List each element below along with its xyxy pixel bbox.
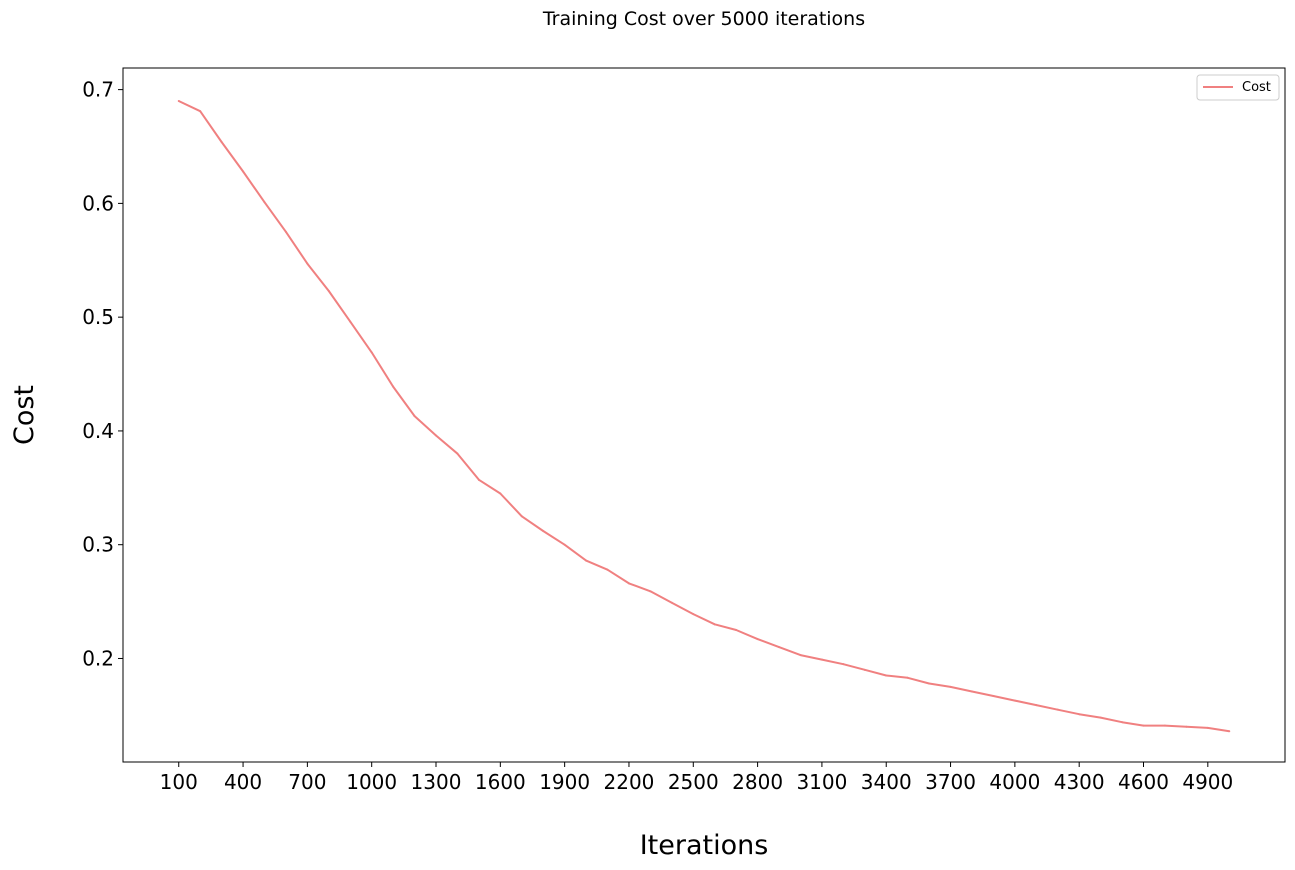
- cost-data-point: [1013, 699, 1016, 702]
- x-tick-label: 1300: [411, 770, 462, 794]
- cost-data-point: [177, 99, 180, 102]
- cost-data-point: [392, 385, 395, 388]
- cost-data-point: [627, 582, 630, 585]
- cost-series-points: [177, 99, 1231, 733]
- cost-data-point: [1056, 708, 1059, 711]
- cost-data-point: [735, 629, 738, 632]
- y-axis-ticks: 0.2 0.3 0.4 0.5 0.6 0.7: [82, 78, 123, 670]
- x-tick-label: 2800: [732, 770, 783, 794]
- cost-data-point: [756, 638, 759, 641]
- cost-data-point: [1206, 726, 1209, 729]
- y-tick-label: 0.7: [82, 78, 114, 102]
- cost-data-point: [585, 559, 588, 562]
- cost-data-point: [949, 685, 952, 688]
- cost-data-point: [306, 262, 309, 265]
- x-tick-label: 1900: [539, 770, 590, 794]
- cost-data-point: [199, 110, 202, 113]
- y-tick-label: 0.3: [82, 533, 114, 557]
- cost-data-point: [885, 674, 888, 677]
- cost-data-point: [649, 590, 652, 593]
- cost-data-point: [413, 415, 416, 418]
- cost-data-point: [606, 568, 609, 571]
- x-tick-label: 1600: [475, 770, 526, 794]
- y-axis-label: Cost: [9, 385, 40, 445]
- y-tick-label: 0.5: [82, 305, 114, 329]
- cost-data-point: [713, 623, 716, 626]
- cost-data-point: [1142, 724, 1145, 727]
- cost-data-point: [992, 695, 995, 698]
- x-tick-label: 1000: [346, 770, 397, 794]
- x-tick-label: 4000: [989, 770, 1040, 794]
- x-tick-label: 700: [288, 770, 326, 794]
- x-tick-label: 400: [224, 770, 262, 794]
- cost-data-point: [842, 663, 845, 666]
- cost-data-point: [520, 515, 523, 518]
- cost-data-point: [670, 601, 673, 604]
- cost-data-point: [563, 543, 566, 546]
- x-tick-label: 2500: [668, 770, 719, 794]
- y-tick-label: 0.4: [82, 419, 114, 443]
- legend-box: [1196, 74, 1280, 101]
- cost-data-point: [863, 668, 866, 671]
- cost-data-point: [242, 170, 245, 173]
- x-tick-label: 4600: [1118, 770, 1169, 794]
- x-tick-label: 4900: [1182, 770, 1233, 794]
- cost-data-point: [692, 613, 695, 616]
- cost-series-line: [178, 100, 1230, 733]
- x-axis-ticks: 100 400 700 1000 1300 1600 1900 2200 2500 2800 310…: [160, 762, 1233, 794]
- cost-data-point: [1185, 725, 1188, 728]
- cost-data-point: [456, 452, 459, 455]
- cost-data-point: [477, 478, 480, 481]
- cost-data-point: [1078, 713, 1081, 716]
- x-axis-label: Iterations: [640, 830, 769, 861]
- cost-data-point: [799, 654, 802, 657]
- x-tick-label: 4300: [1054, 770, 1105, 794]
- cost-data-point: [349, 320, 352, 323]
- cost-data-point: [542, 530, 545, 533]
- chart-title: Training Cost over 5000 iterations: [542, 8, 865, 30]
- y-tick-label: 0.2: [82, 646, 114, 670]
- x-tick-label: 100: [160, 770, 198, 794]
- x-tick-label: 2200: [604, 770, 655, 794]
- cost-data-point: [820, 658, 823, 661]
- y-tick-label: 0.6: [82, 191, 114, 215]
- x-tick-label: 3700: [925, 770, 976, 794]
- cost-data-point: [263, 201, 266, 204]
- legend: Cost: [1196, 74, 1280, 101]
- cost-data-point: [1121, 721, 1124, 724]
- plot-frame: [122, 67, 1286, 763]
- cost-data-point: [1228, 730, 1231, 733]
- cost-data-point: [1163, 724, 1166, 727]
- x-tick-label: 3100: [796, 770, 847, 794]
- cost-data-point: [778, 646, 781, 649]
- x-tick-label: 3400: [861, 770, 912, 794]
- cost-data-point: [327, 289, 330, 292]
- cost-data-point: [220, 140, 223, 143]
- cost-data-point: [1035, 704, 1038, 707]
- legend-label-cost: Cost: [1242, 80, 1271, 95]
- cost-data-point: [906, 676, 909, 679]
- cost-data-point: [928, 682, 931, 685]
- cost-data-point: [284, 230, 287, 233]
- cost-data-point: [1099, 716, 1102, 719]
- cost-data-point: [370, 351, 373, 354]
- cost-data-point: [435, 434, 438, 437]
- cost-data-point: [499, 492, 502, 495]
- cost-data-point: [970, 690, 973, 693]
